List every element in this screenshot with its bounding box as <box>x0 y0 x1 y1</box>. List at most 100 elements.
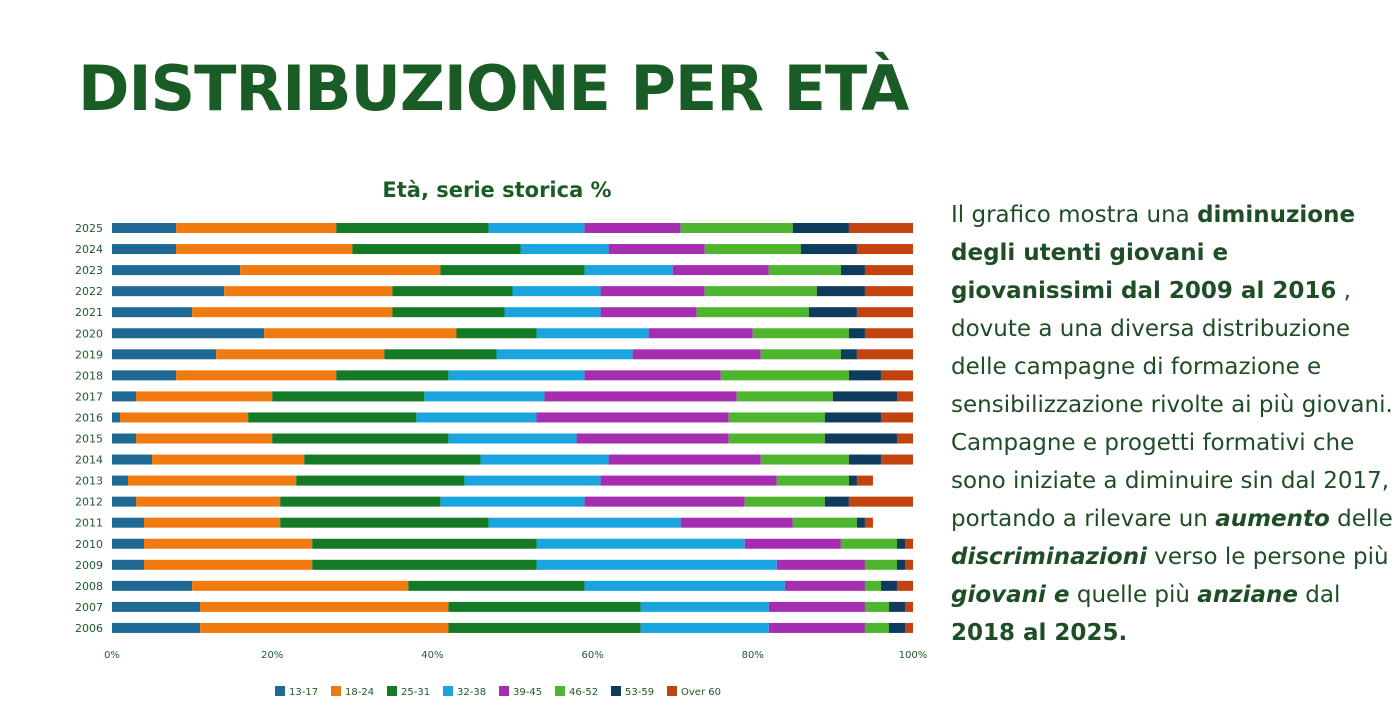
text-highlight-decrease: diminuzione degli utenti giovani e giova… <box>951 202 1356 304</box>
bar-segment <box>856 475 873 486</box>
bar-segment <box>640 622 769 633</box>
bar-segment <box>760 454 849 465</box>
bar-segment <box>448 370 585 381</box>
bar-segment <box>608 244 705 255</box>
bar-segment <box>408 580 585 591</box>
bar-segment <box>856 517 865 528</box>
bar-segment <box>480 454 609 465</box>
y-tick-label: 2022 <box>75 285 103 298</box>
x-tick-label: 80% <box>742 650 764 661</box>
legend-label: 53-59 <box>625 687 654 698</box>
bar-segment <box>888 601 905 612</box>
bar-segment <box>112 265 241 276</box>
bar-segment <box>448 622 641 633</box>
bar-segment <box>112 328 265 339</box>
bar-segment <box>192 307 393 318</box>
text-part-6: dal <box>1297 582 1341 608</box>
legend-swatch <box>611 686 621 696</box>
y-tick-label: 2021 <box>75 306 103 319</box>
bar-segment <box>672 265 769 276</box>
bar-segment <box>112 496 137 507</box>
bar-segment <box>744 538 841 549</box>
bar-segment <box>216 349 385 360</box>
bar-segment <box>864 517 873 528</box>
legend-swatch <box>275 686 285 696</box>
y-tick-label: 2011 <box>75 517 103 530</box>
bar-segment <box>352 244 521 255</box>
bar-segment <box>312 538 537 549</box>
bar-segment <box>280 496 441 507</box>
y-tick-label: 2014 <box>75 454 103 467</box>
bar-segment <box>856 307 913 318</box>
bar-segment <box>112 412 121 423</box>
bar-segment <box>880 454 913 465</box>
bar-segment <box>112 580 193 591</box>
legend-label: 25-31 <box>401 687 430 698</box>
bar-segment <box>336 370 449 381</box>
bar-segment <box>584 496 745 507</box>
y-tick-label: 2024 <box>75 243 103 256</box>
bar-segment <box>776 559 865 570</box>
bar-segment <box>448 433 577 444</box>
bar-segment <box>272 433 449 444</box>
bar-segment <box>112 244 177 255</box>
bar-segment <box>464 475 601 486</box>
bar-segment <box>112 475 129 486</box>
y-tick-label: 2016 <box>75 411 103 424</box>
bar-segment <box>192 580 409 591</box>
bar-segment <box>840 349 857 360</box>
x-tick-label: 60% <box>581 650 603 661</box>
bar-segment <box>704 286 817 297</box>
bar-segment <box>600 307 697 318</box>
bar-segment <box>112 559 145 570</box>
legend-swatch <box>499 686 509 696</box>
bar-segment <box>896 580 913 591</box>
legend-swatch <box>387 686 397 696</box>
legend-swatch <box>443 686 453 696</box>
bar-segment <box>896 538 905 549</box>
text-highlight-young: giovani e <box>951 582 1070 608</box>
bar-segment <box>904 601 913 612</box>
legend-label: Over 60 <box>681 687 721 698</box>
bar-segment <box>440 265 585 276</box>
bar-segment <box>864 559 897 570</box>
bar-segment <box>176 370 337 381</box>
bar-segment <box>824 433 897 444</box>
bar-segment <box>792 517 857 528</box>
y-tick-label: 2023 <box>75 264 103 277</box>
bar-segment <box>112 370 177 381</box>
bar-segment <box>752 328 849 339</box>
bar-segment <box>864 580 881 591</box>
bar-segment <box>136 496 281 507</box>
bar-segment <box>424 391 545 402</box>
bar-segment <box>200 601 449 612</box>
bar-segment <box>112 307 193 318</box>
bar-segment <box>880 580 897 591</box>
bar-segment <box>112 601 201 612</box>
bar-segment <box>648 328 753 339</box>
text-highlight-elderly: anziane <box>1197 582 1298 608</box>
bar-segment <box>768 601 865 612</box>
legend-label: 13-17 <box>289 687 318 698</box>
bar-segment <box>904 622 913 633</box>
bar-segment <box>856 349 913 360</box>
bar-segment <box>808 307 857 318</box>
bar-segment <box>536 538 745 549</box>
bar-segment <box>440 496 585 507</box>
bar-segment <box>848 496 913 507</box>
bar-segment <box>824 496 849 507</box>
bar-segment <box>136 391 273 402</box>
text-part-1: Il grafico mostra una <box>951 202 1198 228</box>
bar-segment <box>112 433 137 444</box>
bar-segment <box>720 370 849 381</box>
bar-segment <box>296 475 465 486</box>
y-tick-label: 2018 <box>75 369 103 382</box>
bar-segment <box>144 517 281 528</box>
bar-segment <box>304 454 481 465</box>
bar-segment <box>728 433 825 444</box>
text-part-5: quelle più <box>1069 582 1198 608</box>
bar-segment <box>600 475 777 486</box>
bar-segment <box>272 391 425 402</box>
y-tick-label: 2020 <box>75 327 103 340</box>
bar-segment <box>136 433 273 444</box>
